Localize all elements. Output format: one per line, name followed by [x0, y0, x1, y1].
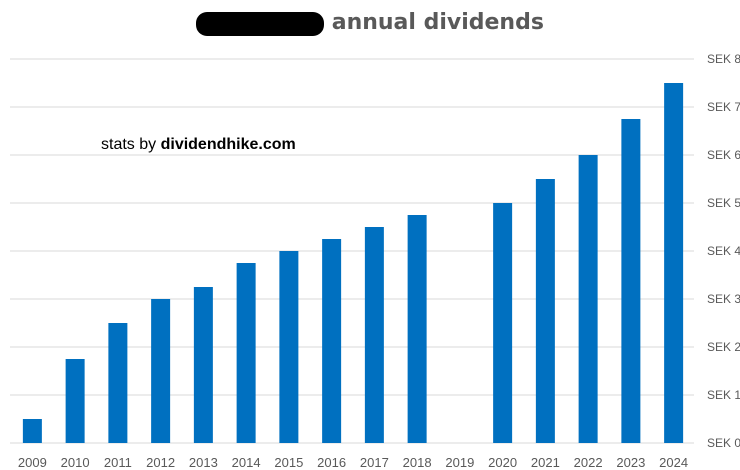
x-tick-label: 2015 [274, 455, 303, 470]
bar-2010 [65, 359, 85, 443]
x-tick-label: 2022 [574, 455, 603, 470]
x-tick-label: 2021 [531, 455, 560, 470]
bar-2022 [578, 155, 598, 443]
bar-2021 [535, 179, 555, 443]
x-tick-label: 2018 [403, 455, 432, 470]
chart-title: annual dividends [196, 10, 544, 36]
x-tick-label: 2020 [488, 455, 517, 470]
bars [22, 83, 684, 443]
y-tick-label: SEK 8 [707, 52, 740, 66]
y-tick-label: SEK 7 [707, 100, 740, 114]
bar-2018 [407, 215, 427, 443]
x-tick-label: 2013 [189, 455, 218, 470]
bar-2017 [364, 227, 384, 443]
bar-2023 [621, 119, 641, 443]
y-tick-label: SEK 5 [707, 196, 740, 210]
y-tick-label: SEK 2 [707, 340, 740, 354]
bar-2009 [22, 419, 42, 443]
x-tick-label: 2019 [445, 455, 474, 470]
x-tick-label: 2023 [616, 455, 645, 470]
x-tick-label: 2012 [146, 455, 175, 470]
x-tick-label: 2011 [104, 455, 132, 470]
x-tick-label: 2017 [360, 455, 389, 470]
bar-2016 [322, 239, 342, 443]
x-tick-label: 2014 [232, 455, 261, 470]
x-axis-labels: 2009 2010 2011 2012 2013 2014 2015 2016 2017 2018… [18, 455, 688, 470]
chart-title-text: annual dividends [331, 10, 544, 35]
y-axis-labels: SEK 0 SEK 1 SEK 2 SEK 3 SEK 4 SEK 5 SEK 6 SEK 7… [707, 52, 740, 450]
bar-2013 [193, 287, 213, 443]
y-tick-label: SEK 1 [707, 388, 740, 402]
title-redaction [196, 12, 325, 36]
bar-2011 [108, 323, 128, 443]
y-tick-label: SEK 6 [707, 148, 740, 162]
x-tick-label: 2010 [61, 455, 90, 470]
x-tick-label: 2024 [659, 455, 688, 470]
chart-title-wrap: annual dividends [0, 10, 740, 36]
y-tick-label: SEK 3 [707, 292, 740, 306]
bar-2015 [279, 251, 299, 443]
source-caption: stats by dividendhike.com [101, 136, 296, 154]
source-site: dividendhike.com [160, 136, 296, 153]
bar-2024 [664, 83, 684, 443]
bar-2012 [151, 299, 171, 443]
bar-2014 [236, 263, 256, 443]
x-tick-label: 2016 [317, 455, 346, 470]
bar-2020 [493, 203, 513, 443]
source-prefix: stats by [101, 136, 157, 153]
x-tick-label: 2009 [18, 455, 47, 470]
y-tick-label: SEK 4 [707, 244, 740, 258]
y-tick-label: SEK 0 [707, 436, 740, 450]
